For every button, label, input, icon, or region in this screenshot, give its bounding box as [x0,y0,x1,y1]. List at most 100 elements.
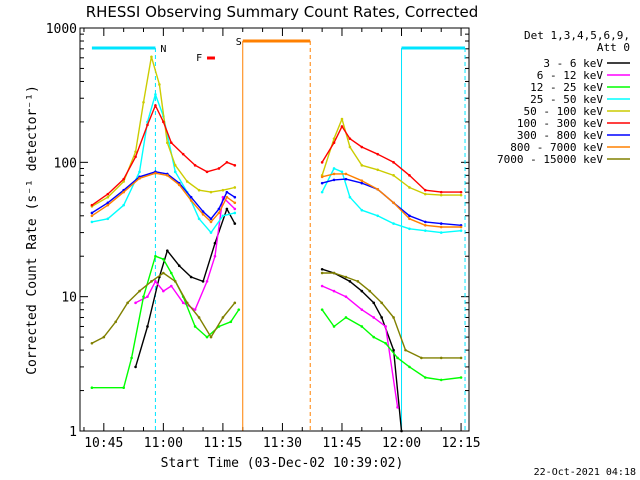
legend-entry-label: 3 - 6 keV [543,57,603,70]
y-tick-label: 1 [69,425,77,440]
series-point [320,161,324,164]
series-point [173,170,177,174]
series-point [106,201,110,205]
series-point [162,271,165,275]
series-line-2 [91,255,462,389]
series-point [122,180,125,183]
series-point [424,229,427,232]
series-point [233,207,237,211]
plot-axes: 10:45 11:00 11:15 11:30 11:45 12:00 12:15 1 10 10… [46,22,481,451]
series-point [221,188,225,192]
series-point [380,316,383,319]
legend-entry-label: 6 - 12 keV [537,69,604,82]
series-point [154,171,157,175]
series-point [150,280,153,283]
series-point [146,325,149,328]
series-point [197,217,201,221]
series-point [209,335,213,339]
series-point [396,356,399,360]
series-point [439,378,443,382]
series-point [225,161,229,164]
series-point [90,341,94,345]
series-point [146,123,149,127]
series-group [90,55,463,433]
series-point [372,316,376,319]
series-point [134,150,137,153]
y-tick-label: 100 [54,156,77,171]
series-point [134,365,137,369]
series-point [396,406,399,409]
series-point [177,183,181,187]
series-point [408,227,411,231]
series-point [360,289,364,293]
legend-entry-label: 100 - 300 keV [517,117,603,130]
series-point [213,241,217,245]
series-point [150,55,153,59]
series-point [209,217,213,221]
series-point [181,301,185,305]
series-point [233,222,237,225]
series-point [193,308,197,311]
series-point [420,356,423,360]
series-point [142,100,145,104]
series-point [205,335,209,339]
series-point [225,195,229,199]
series-point [233,164,237,167]
series-point [221,316,225,319]
series-point [320,190,324,194]
series-point [408,174,411,177]
series-point [189,275,193,279]
series-point [392,222,395,225]
series-point [384,325,387,328]
series-point [166,174,169,177]
series-point [193,325,197,328]
series-point [424,220,427,224]
series-point [106,217,110,221]
series-point [439,225,443,229]
series-point [439,193,443,197]
series-point [376,214,380,218]
x-tick-label: 11:45 [322,436,361,451]
series-point [320,175,324,179]
series-point [233,201,237,205]
series-point [185,301,189,305]
series-point [197,316,201,319]
series-point [332,289,336,293]
series-point [344,316,348,319]
series-point [233,186,237,189]
series-point [177,264,181,268]
series-point [380,301,383,305]
series-point [392,174,395,177]
series-point [173,164,177,167]
series-point [209,220,213,224]
series-point [408,214,411,218]
y-axis-label: Corrected Count Rate (s⁻¹ detector⁻¹) [25,85,40,375]
series-point [360,179,364,182]
series-point [233,301,237,305]
series-point [209,190,213,194]
x-axis-label: Start Time (03-Dec-02 10:39:02) [161,456,404,471]
series-point [360,325,364,328]
plot-frame [79,27,470,432]
series-point [348,145,352,149]
series-point [134,301,137,305]
series-point [221,214,225,218]
series-point [332,167,336,170]
series-point [114,320,118,324]
series-point [106,203,110,207]
series-point [138,170,141,174]
series-point [173,280,177,283]
series-point [217,167,221,170]
series-point [344,177,348,181]
series-point [459,376,463,379]
x-tick-label: 12:15 [441,436,480,451]
series-point [162,257,165,261]
x-tick-label: 11:00 [144,436,183,451]
series-point [392,316,395,319]
legend-entry-label: 12 - 25 keV [530,81,603,94]
legend-entry-label: 7000 - 15000 keV [497,153,603,166]
series-point [332,178,336,182]
series-point [154,280,157,283]
series-point [344,275,348,279]
series-point [154,104,157,107]
